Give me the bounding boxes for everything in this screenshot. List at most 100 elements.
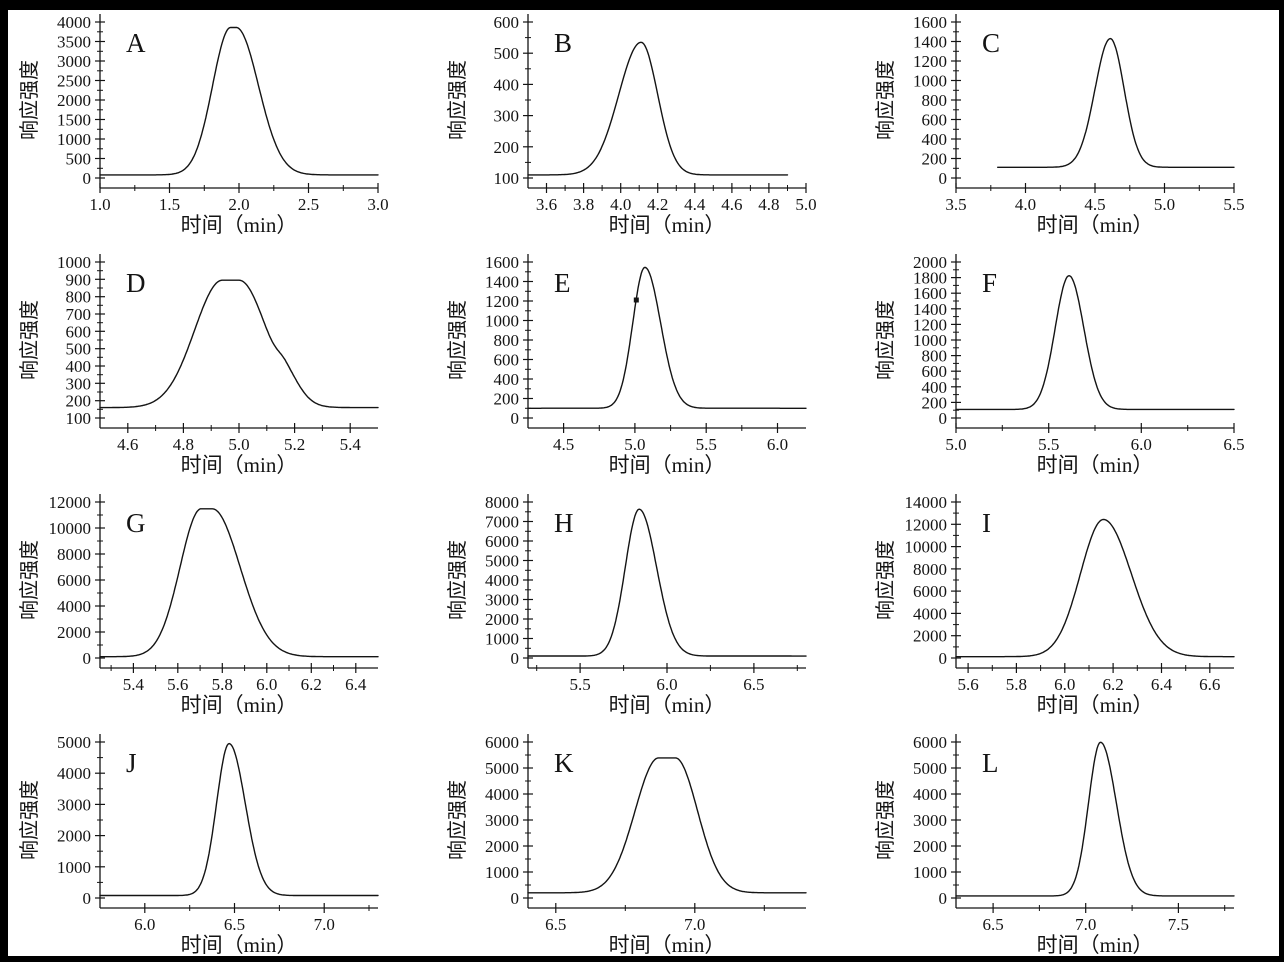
x-tick-label: 3.8	[573, 195, 594, 214]
y-tick-label: 1200	[485, 292, 519, 311]
chromatogram-svg-F: 5.0 5.5 6.0 6.5 0200400600800100012001400160…	[874, 253, 1245, 477]
y-tick-label: 0	[939, 889, 948, 908]
y-tick-label: 4000	[57, 597, 91, 616]
y-axis-title: 响应强度	[18, 540, 41, 620]
y-tick-label: 6000	[485, 733, 519, 752]
y-tick-label: 4000	[913, 785, 947, 804]
y-tick-label: 400	[494, 370, 520, 389]
y-tick-label: 1200	[913, 315, 947, 334]
chromatogram-trace	[99, 26, 379, 176]
y-tick-label: 2000	[57, 827, 91, 846]
chromatogram-panel-A: 1.0 1.5 2.0 2.5 3.0 0 500 1000 1500 2000 2500 3000 3…	[0, 0, 428, 242]
chromatogram-panel-E: 4.5 5.0 5.5 6.0 0 200 400 600 800 1000 1200 1400 160…	[428, 240, 856, 482]
y-tick-label: 10000	[905, 538, 948, 557]
x-tick-label: 7.0	[684, 915, 705, 934]
chromatogram-svg-H: 5.5 6.0 6.5 0100020003000400050006000700080…	[446, 493, 807, 717]
panel-letter: A	[126, 28, 146, 58]
chromatogram-svg-K: 6.5 7.0 0 1000 2000 3000 4000 5000 6000 K 时间（min） 响…	[446, 733, 807, 957]
panel-letter: H	[554, 508, 574, 538]
chromatogram-svg-A: 1.0 1.5 2.0 2.5 3.0 0500100015002000250030003…	[18, 13, 389, 237]
y-tick-label: 400	[922, 378, 948, 397]
chromatogram-panel-J: 6.0 6.5 7.0 0 1000 2000 3000 4000 5000 J 时间（min） 响应…	[0, 720, 428, 962]
x-tick-label: 4.8	[173, 435, 194, 454]
x-tick-label: 6.0	[1054, 675, 1075, 694]
y-tick-label: 4000	[57, 13, 91, 32]
y-tick-label: 1400	[913, 300, 947, 319]
y-tick-label: 800	[922, 91, 948, 110]
y-tick-label: 600	[494, 13, 520, 32]
x-tick-label: 7.0	[1075, 915, 1096, 934]
x-tick-label: 2.0	[228, 195, 249, 214]
x-tick-label: 1.5	[159, 195, 180, 214]
chromatogram-trace	[527, 266, 807, 409]
y-axis-title: 响应强度	[874, 300, 897, 380]
chromatogram-svg-E: 4.5 5.0 5.5 6.0 0200400600800100012001400160…	[446, 253, 807, 477]
chromatogram-svg-B: 3.6 3.8 4.0 4.2 4.4 4.6 4.8 5.0 100 200 300 400 500 6…	[446, 13, 817, 237]
y-tick-label: 5000	[485, 552, 519, 571]
x-tick-label: 5.6	[167, 675, 188, 694]
y-tick-label: 0	[939, 169, 948, 188]
x-tick-label: 6.0	[1131, 435, 1152, 454]
x-tick-label: 4.5	[553, 435, 574, 454]
x-tick-label: 5.8	[1006, 675, 1027, 694]
y-axis-title: 响应强度	[874, 60, 897, 140]
x-axis-title: 时间（min）	[1037, 453, 1154, 477]
chromatogram-panel-H: 5.5 6.0 6.5 0 1000 2000 3000 4000 5000 6000 7000 80…	[428, 480, 856, 722]
y-tick-label: 1800	[913, 269, 947, 288]
y-tick-label: 300	[494, 107, 520, 126]
x-tick-label: 6.5	[1223, 435, 1244, 454]
y-axis-title: 响应强度	[18, 60, 41, 140]
x-axis-title: 时间（min）	[1037, 693, 1154, 717]
y-tick-label: 2500	[57, 72, 91, 91]
y-tick-label: 6000	[913, 733, 947, 752]
x-tick-label: 4.0	[1015, 195, 1036, 214]
chromatogram-svg-G: 5.4 5.6 5.8 6.0 6.2 6.4 0 2000 4000 6000 8000 10000…	[18, 493, 379, 717]
y-tick-label: 1600	[913, 13, 947, 32]
y-tick-label: 4000	[485, 785, 519, 804]
x-tick-label: 5.4	[340, 435, 362, 454]
y-tick-label: 0	[511, 409, 520, 428]
y-tick-label: 200	[922, 393, 948, 412]
chromatogram-svg-C: 3.5 4.0 4.5 5.0 5.5 0200400600800100012001400…	[874, 13, 1245, 237]
y-tick-label: 7000	[485, 513, 519, 532]
x-axis-title: 时间（min）	[181, 453, 298, 477]
x-tick-label: 4.0	[610, 195, 631, 214]
y-tick-label: 700	[66, 305, 92, 324]
y-tick-label: 2000	[913, 627, 947, 646]
x-tick-label: 6.0	[767, 435, 788, 454]
chromatogram-panel-B: 3.6 3.8 4.0 4.2 4.4 4.6 4.8 5.0 100 200 300 400 500 6…	[428, 0, 856, 242]
y-tick-label: 2000	[57, 623, 91, 642]
y-tick-label: 1000	[485, 312, 519, 331]
panel-letter: D	[126, 268, 146, 298]
x-axis-title: 时间（min）	[1037, 933, 1154, 957]
x-tick-label: 7.0	[314, 915, 335, 934]
y-tick-label: 8000	[913, 560, 947, 579]
chromatogram-svg-I: 5.6 5.8 6.0 6.2 6.4 6.6 0 2000 4000 6000 8000 10000…	[874, 493, 1235, 717]
y-tick-label: 500	[66, 340, 92, 359]
chromatogram-panel-I: 5.6 5.8 6.0 6.2 6.4 6.6 0 2000 4000 6000 8000 10000…	[856, 480, 1284, 722]
y-tick-label: 600	[922, 111, 948, 130]
y-tick-label: 1500	[57, 111, 91, 130]
x-tick-label: 6.2	[1102, 675, 1123, 694]
y-tick-label: 200	[66, 392, 92, 411]
x-tick-label: 6.5	[743, 675, 764, 694]
y-axis-title: 响应强度	[446, 300, 469, 380]
y-axis-title: 响应强度	[446, 60, 469, 140]
y-tick-label: 400	[66, 357, 92, 376]
y-tick-label: 0	[511, 649, 520, 668]
x-tick-label: 5.0	[795, 195, 816, 214]
y-tick-label: 100	[494, 169, 520, 188]
y-tick-label: 1200	[913, 52, 947, 71]
panel-letter: B	[554, 28, 572, 58]
y-tick-label: 0	[83, 649, 92, 668]
y-tick-label: 3500	[57, 33, 91, 52]
y-tick-label: 1000	[57, 858, 91, 877]
x-tick-label: 4.5	[1084, 195, 1105, 214]
x-tick-label: 5.4	[123, 675, 145, 694]
panel-letter: C	[982, 28, 1000, 58]
y-tick-label: 14000	[905, 493, 948, 512]
x-tick-label: 1.0	[89, 195, 110, 214]
y-tick-label: 200	[494, 390, 520, 409]
panel-letter: I	[982, 508, 991, 538]
x-tick-label: 5.0	[1154, 195, 1175, 214]
